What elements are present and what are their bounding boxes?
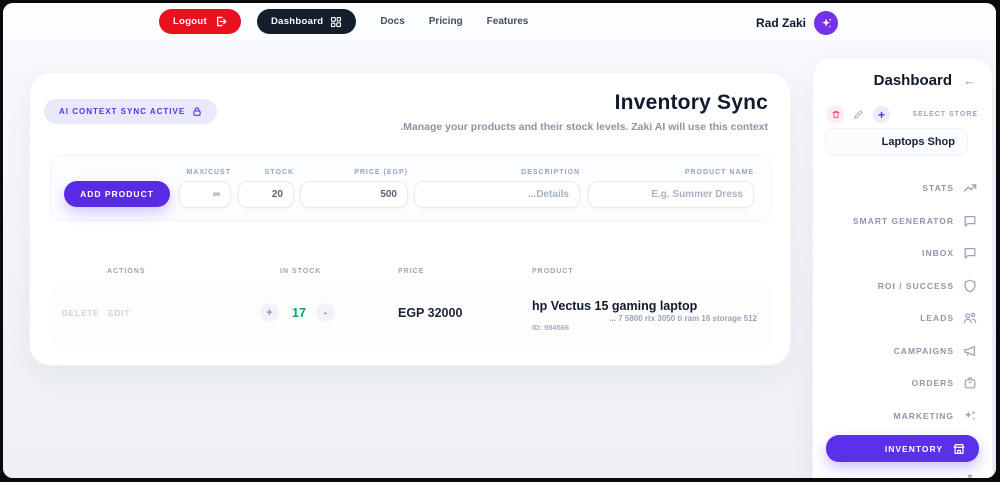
sidebar-item-smart-generator[interactable]: SMART GENERATOR (813, 205, 992, 238)
sidebar-item-label: INVENTORY (884, 443, 943, 454)
max-cust-field-wrap: MAX/CUST (179, 169, 231, 208)
col-header-product: PRODUCT (532, 268, 574, 275)
sidebar-item-label: SMART GENERATOR (852, 215, 954, 226)
sidebar-item-label: CAMPAIGNS (893, 345, 954, 356)
sidebar-item-inbox[interactable]: INBOX (813, 237, 992, 270)
add-product-button[interactable]: ADD PRODUCT (64, 181, 170, 207)
sidebar-item-campaigns[interactable]: CAMPAIGNS (813, 335, 992, 368)
row-product-name: hp Vectus 15 gaming laptop (532, 299, 698, 313)
store-select[interactable] (825, 128, 968, 156)
price-label: PRICE (EGP) (354, 169, 408, 176)
sidebar-header: Dashboard ← (874, 72, 976, 89)
page-title: Inventory Sync (614, 91, 768, 114)
stock-input[interactable] (238, 181, 294, 208)
dashboard-button[interactable]: Dashboard (256, 9, 357, 34)
user-avatar[interactable] (814, 11, 838, 35)
nav-link-features[interactable]: Features (486, 16, 529, 27)
price-field-wrap: PRICE (EGP) (300, 169, 408, 208)
chat-bubble-icon (963, 214, 977, 228)
users-icon (963, 311, 977, 325)
col-header-in-stock: IN STOCK (280, 268, 322, 275)
stock-field-wrap: STOCK (238, 169, 294, 208)
max-cust-input[interactable] (179, 181, 231, 208)
sparkle-icon (820, 17, 833, 30)
user-name: Rad Zaki (755, 16, 806, 30)
flask-icon (963, 474, 977, 478)
app-page: Logout Dashboard Docs Pricing Features R… (3, 3, 996, 478)
card-header: Inventory Sync .Manage your products and… (400, 91, 768, 133)
description-label: DESCRIPTION (521, 169, 580, 176)
sidebar-item-roi-success[interactable]: ROI / SUCCESS (813, 270, 992, 303)
increment-stock-button[interactable]: + (260, 303, 279, 322)
delete-button[interactable]: DELETE (62, 309, 100, 318)
nav-link-pricing[interactable]: Pricing (428, 16, 463, 27)
sidebar-item-label: MARKETING (893, 410, 954, 421)
ai-context-sync-label: AI CONTEXT SYNC ACTIVE (59, 107, 186, 116)
sidebar-item-label: ROI / SUCCESS (877, 280, 954, 291)
table-row (50, 283, 772, 347)
logout-label: Logout (173, 16, 207, 27)
row-price: EGP 32000 (398, 306, 463, 320)
store-tools-row: + SELECT STORE (827, 106, 978, 124)
sidebar-item-leads[interactable]: LEADS (813, 302, 992, 335)
plus-icon: + (877, 107, 885, 122)
trash-icon (831, 109, 841, 120)
product-name-label: PRODUCT NAME (684, 169, 754, 176)
shield-icon (963, 279, 977, 293)
row-product-id: ID: 984566 (532, 323, 570, 332)
product-name-input[interactable] (588, 181, 754, 208)
add-store-button[interactable]: + (873, 106, 890, 123)
sidebar-item-orders[interactable]: ORDERS (813, 367, 992, 400)
logout-button[interactable]: Logout (159, 9, 241, 34)
sidebar-item-label: PRODUCT ALCHEMY (853, 476, 954, 478)
sidebar-item-product-alchemy[interactable]: PRODUCT ALCHEMY (813, 465, 992, 478)
dashboard-label: Dashboard (270, 16, 324, 27)
delete-store-button[interactable] (827, 106, 844, 123)
page-subtitle: .Manage your products and their stock le… (400, 121, 768, 133)
ai-context-sync-badge[interactable]: AI CONTEXT SYNC ACTIVE (44, 99, 218, 124)
edit-store-button[interactable] (850, 106, 867, 123)
col-header-actions: ACTIONS (107, 268, 146, 275)
back-arrow-button[interactable]: ← (963, 73, 976, 88)
sidebar-item-label: INBOX (922, 248, 954, 259)
edit-button[interactable]: EDIT (108, 309, 131, 318)
stock-label: STOCK (264, 169, 294, 176)
nav-link-docs[interactable]: Docs (380, 16, 405, 27)
sidebar-title: Dashboard (873, 72, 952, 89)
grid-icon (330, 16, 342, 28)
exit-arrow-icon (214, 15, 227, 28)
trend-up-icon (963, 181, 977, 195)
in-stock-value: 17 (292, 306, 306, 320)
product-name-field-wrap: PRODUCT NAME (588, 169, 754, 208)
nav-cluster: Logout Dashboard Docs Pricing Features (159, 9, 528, 34)
sidebar-item-stats[interactable]: STATS (813, 172, 992, 205)
lock-icon (192, 106, 202, 117)
sparkles-icon (963, 409, 977, 423)
megaphone-icon (963, 344, 977, 358)
select-store-label: SELECT STORE (912, 111, 978, 118)
decrement-stock-button[interactable]: - (316, 303, 335, 322)
row-product-specs: ... 7 5800 rtx 3050 ti ram 16 storage 51… (609, 314, 757, 323)
chat-bubble-icon (963, 246, 977, 260)
price-input[interactable] (300, 181, 408, 208)
inventory-sync-card: AI CONTEXT SYNC ACTIVE Inventory Sync .M… (29, 72, 791, 366)
dashboard-sidebar: Dashboard ← + SELECT STORE (812, 57, 993, 478)
sidebar-item-label: ORDERS (911, 378, 954, 389)
sidebar-item-inventory[interactable]: INVENTORY (826, 435, 979, 462)
col-header-price: PRICE (398, 268, 425, 275)
sidebar-menu: STATS SMART GENERATOR INBOX (813, 172, 992, 478)
bag-icon (963, 376, 977, 390)
user-cluster: Rad Zaki (756, 11, 838, 35)
pencil-icon (853, 109, 864, 120)
description-input[interactable] (414, 181, 580, 208)
store-icon (952, 442, 966, 456)
top-navbar: Logout Dashboard Docs Pricing Features R… (3, 3, 996, 40)
max-cust-label: MAX/CUST (186, 169, 231, 176)
description-field-wrap: DESCRIPTION (414, 169, 580, 208)
sidebar-item-marketing[interactable]: MARKETING (813, 400, 992, 433)
sidebar-item-label: LEADS (920, 313, 954, 324)
sidebar-item-label: STATS (922, 183, 954, 194)
